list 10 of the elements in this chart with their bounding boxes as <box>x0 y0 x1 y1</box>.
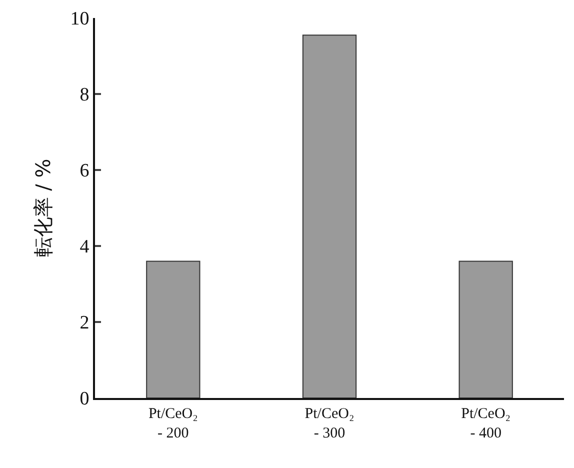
x-tick-label: Pt/CeO₂ - 400 <box>461 406 511 442</box>
x-tick-label: Pt/CeO₂ - 200 <box>148 406 198 442</box>
x-tick-label: Pt/CeO₂ - 300 <box>304 406 354 442</box>
y-tick-label: 6 <box>80 160 90 182</box>
y-tick-label: 4 <box>80 236 90 258</box>
y-tick-label: 0 <box>80 388 90 410</box>
y-tick-label: 10 <box>70 8 90 30</box>
y-axis-title: 転化率 / % <box>31 158 56 258</box>
y-tick-label: 2 <box>80 312 90 334</box>
y-tick-label: 8 <box>80 84 90 106</box>
